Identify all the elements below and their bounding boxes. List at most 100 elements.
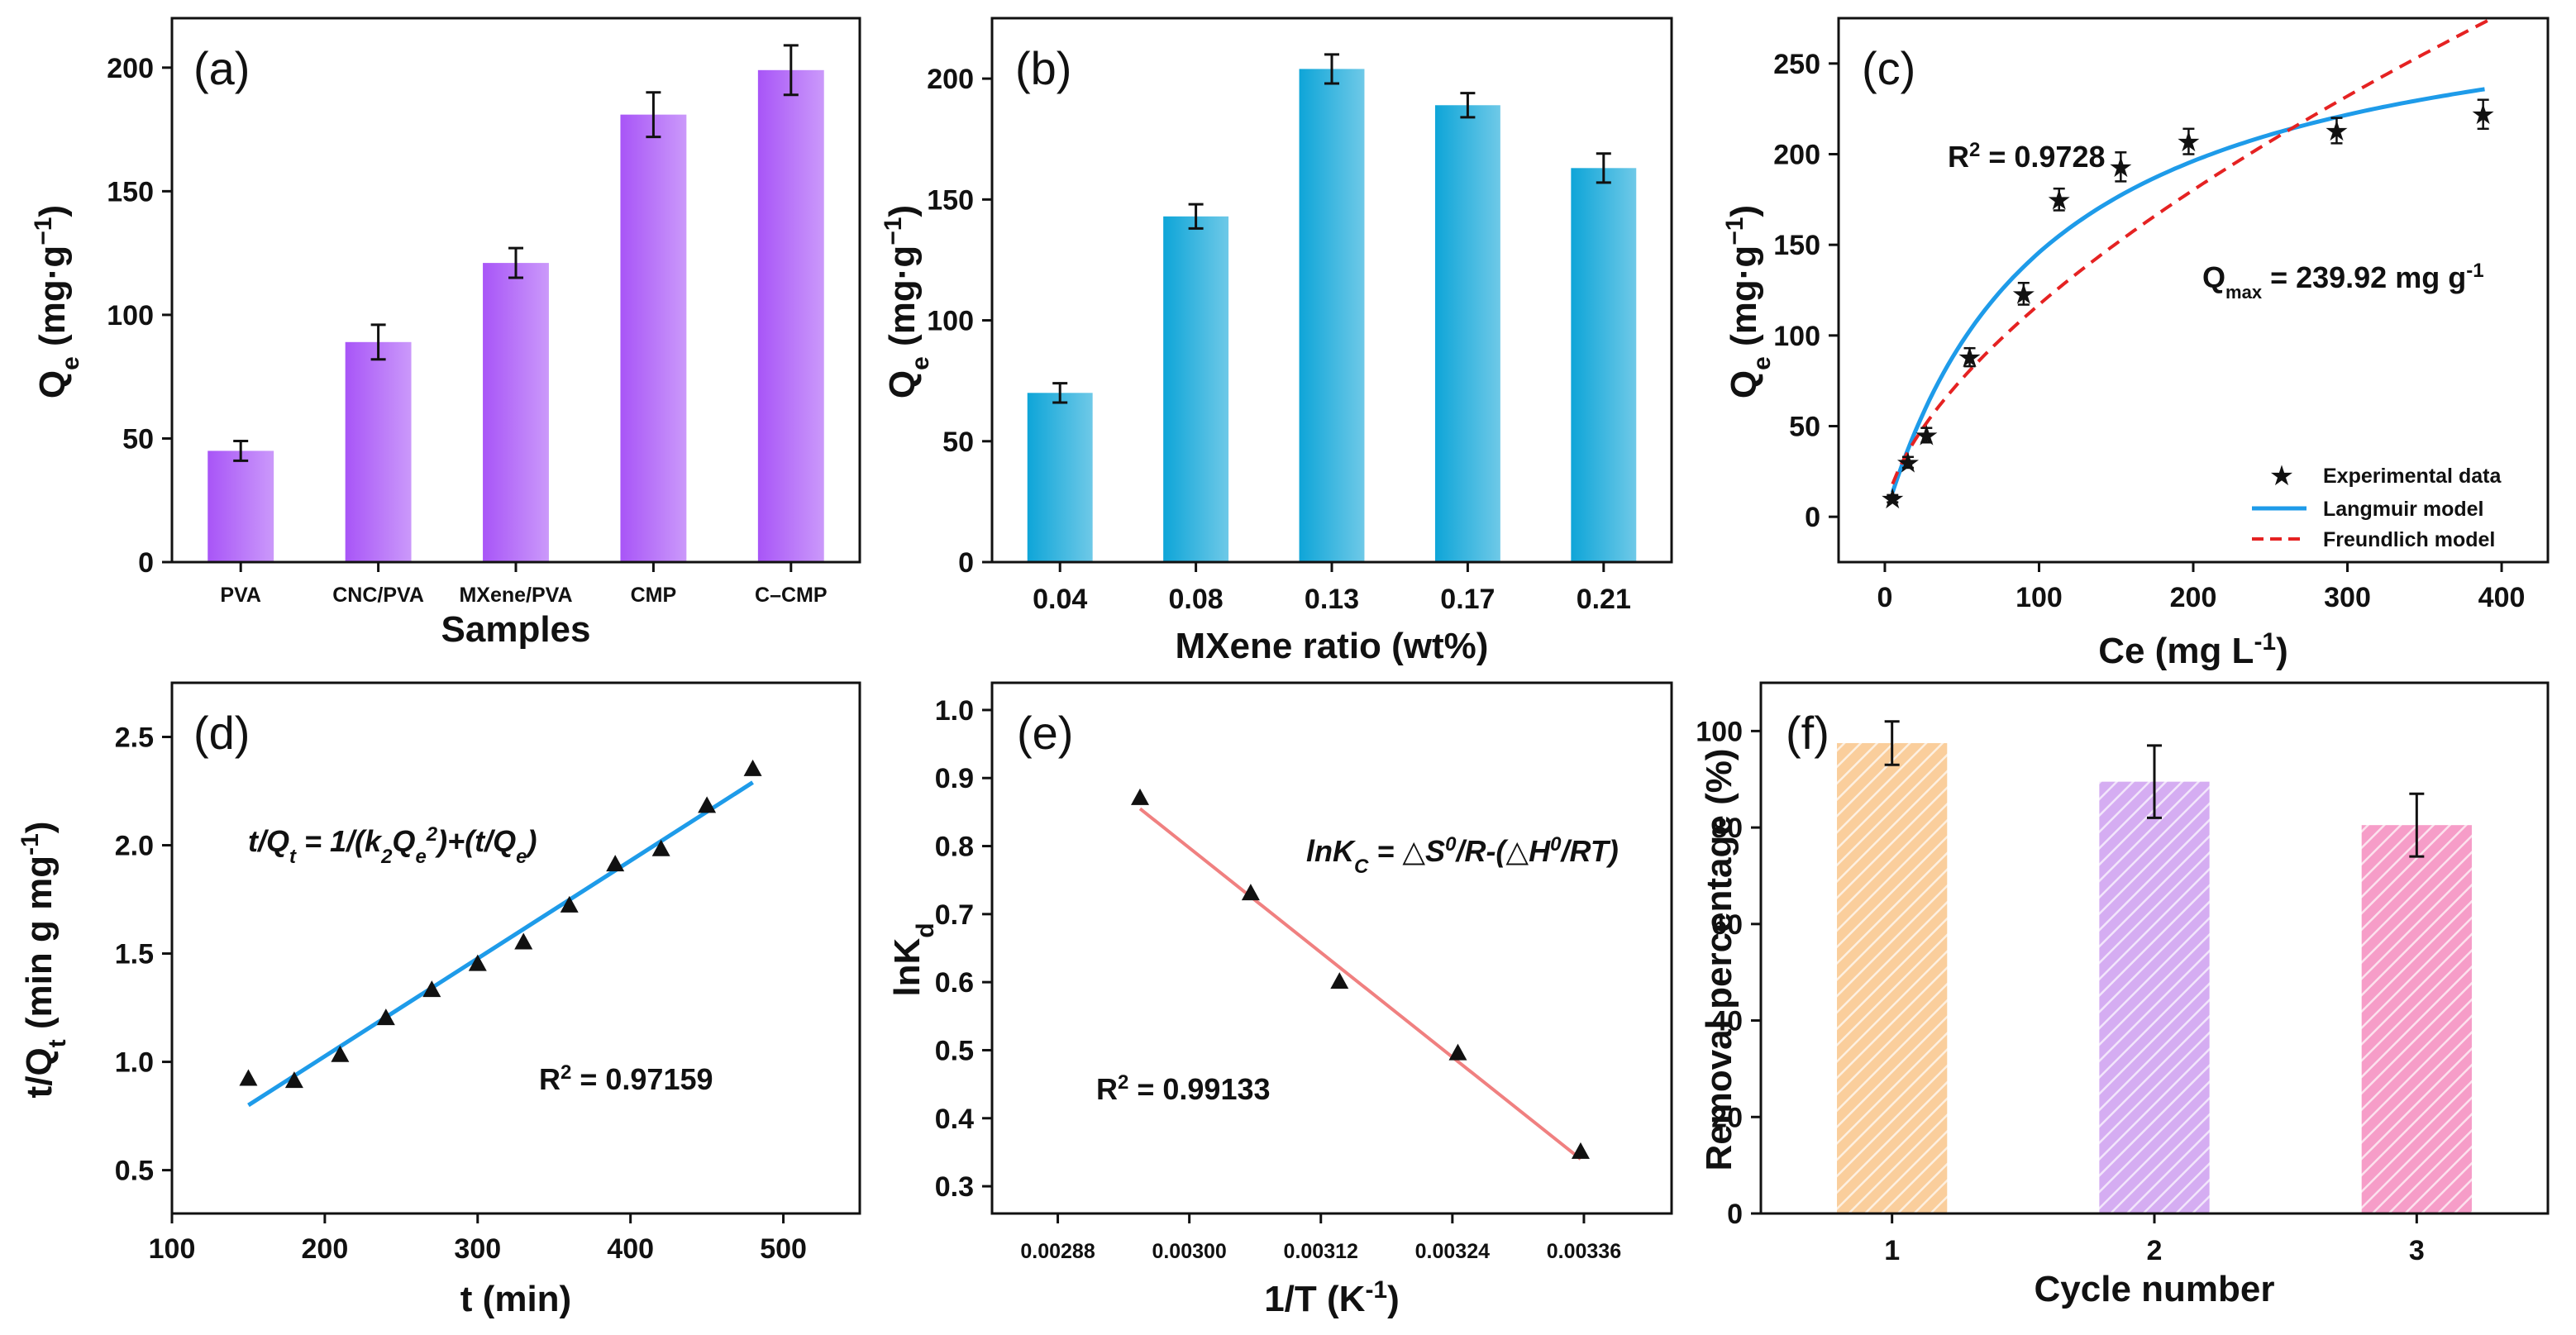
superscript: 2: [1118, 1071, 1128, 1094]
label-subscript: d: [912, 923, 939, 937]
text-span: 1/T (K: [1264, 1279, 1365, 1319]
x-tick-label: 0.00288: [1020, 1240, 1095, 1263]
y-axis-label: Qe (mg·g−1): [1721, 205, 1776, 398]
y-tick-label: 100: [927, 306, 974, 337]
data-point: [514, 932, 533, 950]
y-tick-label: 60: [1711, 909, 1743, 941]
data-point: [560, 895, 579, 913]
superscript: 2: [426, 823, 438, 846]
label-text: Removal percentage (%): [1699, 748, 1739, 1171]
label-subscript: t: [44, 1039, 71, 1047]
data-point: [376, 1008, 395, 1026]
label-text: ): [19, 822, 60, 834]
r2-annotation: R2 = 0.9728: [1948, 139, 2106, 174]
text-span: = 239.92 mg g: [2262, 260, 2466, 294]
text-span: Q: [2202, 260, 2225, 294]
text-span: t/Q: [248, 824, 289, 858]
superscript: 2: [561, 1061, 571, 1084]
y-axis-label: Qe (mg·g−1): [30, 205, 84, 398]
y-axis-label: t/Qt (min g mg-1): [17, 822, 71, 1099]
label-text: (mg·g: [882, 246, 923, 356]
x-axis-label: 1/T (K-1): [1264, 1276, 1400, 1320]
label-text: Q: [1724, 370, 1764, 398]
text-span: /R-(△H: [1454, 834, 1551, 868]
experimental-point: ★: [2470, 99, 2495, 131]
label-text: (mg·g: [1724, 246, 1764, 356]
x-tick-label: 200: [2170, 582, 2217, 613]
y-tick-label: 150: [927, 184, 974, 216]
x-tick-label: 0: [1877, 582, 1892, 613]
subscript: C: [1354, 856, 1369, 878]
data-point: [606, 855, 625, 872]
data-point: [743, 759, 762, 776]
y-tick-label: 100: [107, 300, 154, 331]
y-tick-label: 1.0: [115, 1047, 154, 1079]
label-text: (mg·g: [32, 246, 73, 356]
label-superscript: -1: [17, 833, 44, 856]
x-tick-label: 500: [760, 1233, 807, 1265]
superscript: 0: [1445, 833, 1457, 856]
bar-CNC/PVA: [345, 341, 412, 562]
text-span: ): [2276, 631, 2288, 671]
category-label: CNC/PVA: [332, 584, 424, 607]
y-tick-label: 80: [1711, 813, 1743, 844]
y-tick-label: 0: [1805, 502, 1820, 533]
data-point: [1330, 972, 1349, 989]
y-tick-label: 2.5: [115, 722, 154, 754]
y-tick-label: 1.5: [115, 939, 154, 970]
superscript: -1: [2466, 260, 2483, 282]
y-tick-label: 200: [107, 53, 154, 84]
category-label: PVA: [220, 584, 261, 607]
langmuir-curve: [1890, 87, 2485, 493]
y-tick-label: 100: [1696, 716, 1743, 747]
category-label: 2: [2147, 1235, 2163, 1266]
y-tick-label: 40: [1711, 1006, 1743, 1037]
x-tick-label: 0.00324: [1415, 1240, 1490, 1263]
y-tick-label: 0: [958, 547, 974, 579]
category-label: C–CMP: [755, 584, 828, 607]
category-label: 0.13: [1305, 584, 1359, 615]
x-tick-label: 200: [302, 1233, 349, 1265]
label-superscript: −1: [880, 217, 907, 246]
bar-C–CMP: [757, 69, 824, 563]
superscript: 0: [1550, 833, 1562, 856]
panel-letter: (f): [1786, 707, 1829, 759]
y-tick-label: 150: [1773, 230, 1820, 261]
text-span: = 0.97159: [571, 1062, 713, 1096]
label-subscript: e: [1748, 356, 1776, 370]
y-axis-label: lnKd: [887, 923, 939, 996]
bar-1: [1837, 742, 1948, 1213]
text-span: = 1/(k: [296, 824, 383, 858]
text-span: R: [1948, 140, 1969, 174]
subscript: 2: [380, 846, 393, 868]
bar-3: [2361, 825, 2472, 1213]
data-point: [422, 980, 441, 998]
panel-5: 1 2 3 0 20 40 60 80 100 (f) Cycle number Removal pe…: [1696, 681, 2550, 1309]
x-axis-label: Cycle number: [2035, 1269, 2275, 1309]
qmax-annotation: Qmax = 239.92 mg g-1: [2202, 260, 2484, 303]
bar-CMP: [620, 114, 687, 563]
x-tick-label: 100: [149, 1233, 196, 1265]
y-tick-label: 150: [107, 176, 154, 207]
x-tick-label: 400: [2478, 582, 2526, 613]
x-tick-label: 0.00312: [1284, 1240, 1358, 1263]
category-label: 1: [1884, 1235, 1900, 1266]
plot-frame-4: [990, 681, 1673, 1215]
panel-1: 0.04 0.08 0.13 0.17 0.21 0 50 100 150 200 (b) MXene…: [880, 17, 1673, 666]
r2-annotation: R2 = 0.99133: [1096, 1071, 1271, 1107]
bar-MXene/PVA: [483, 263, 549, 562]
category-label: MXene/PVA: [459, 584, 572, 607]
category-label: 0.08: [1169, 584, 1224, 615]
y-axis-label: Qe (mg·g−1): [880, 205, 934, 398]
data-point: [1571, 1142, 1590, 1159]
data-point: [331, 1045, 350, 1062]
y-tick-label: 0: [138, 547, 154, 579]
y-tick-label: 0.4: [935, 1104, 974, 1135]
y-tick-label: 100: [1773, 321, 1820, 352]
subscript: e: [516, 846, 527, 868]
x-tick-label: 400: [607, 1233, 654, 1265]
x-tick-label: 300: [454, 1233, 501, 1265]
y-tick-label: 0.6: [935, 967, 974, 999]
